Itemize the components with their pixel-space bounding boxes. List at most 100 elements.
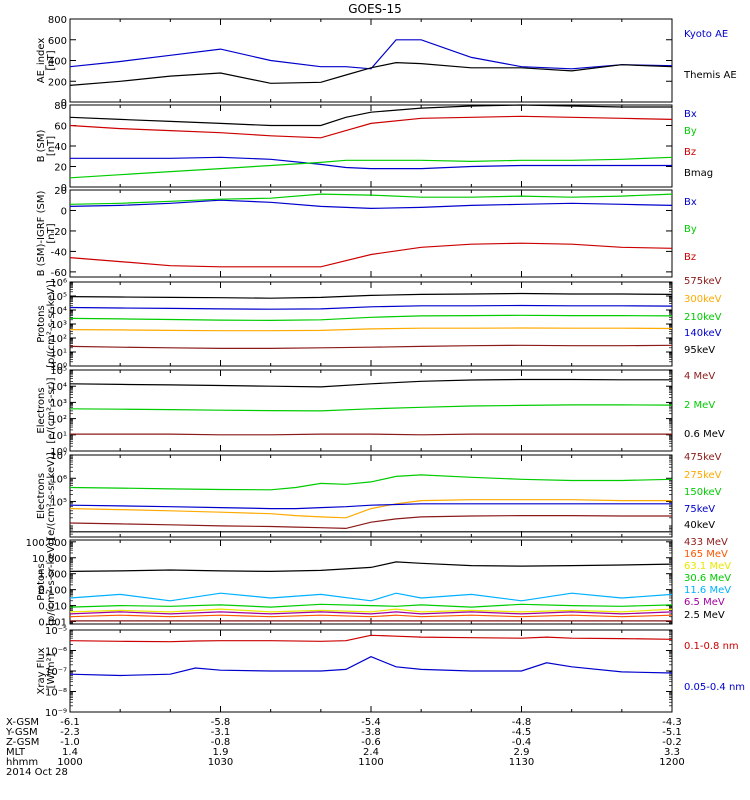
y-axis-label: [nT] bbox=[46, 50, 57, 70]
legend-entry: 0.1-0.8 nm bbox=[684, 641, 739, 652]
y-axis-label: B (SM) bbox=[36, 129, 47, 162]
y-tick-label: 20 bbox=[54, 186, 67, 197]
y-axis-label: Electrons bbox=[36, 387, 47, 433]
y-tick-label: 80 bbox=[54, 101, 67, 112]
series-line bbox=[69, 608, 673, 613]
y-axis-label: [e/(cm²-s-sr-keV)] bbox=[46, 452, 57, 540]
legend-entry: 150keV bbox=[684, 487, 722, 498]
series-line bbox=[69, 242, 673, 268]
y-tick-label: 10⁻⁸ bbox=[45, 688, 67, 699]
series-line bbox=[69, 292, 673, 299]
x-row-value: 1.4 bbox=[62, 747, 78, 758]
x-row-value: -3.8 bbox=[361, 727, 381, 738]
y-tick-label: 10² bbox=[50, 334, 67, 345]
series-line bbox=[69, 378, 672, 388]
legend-entry: 4 MeV bbox=[684, 371, 715, 382]
legend-entry: 275keV bbox=[684, 470, 722, 481]
y-axis-label: [p/(cm²-s-sr-keV)] bbox=[46, 538, 57, 626]
series-line bbox=[69, 115, 673, 139]
series-line bbox=[69, 474, 673, 491]
y-tick-label: 0.010 bbox=[38, 602, 67, 613]
series-line bbox=[69, 656, 673, 677]
x-row-value: -0.2 bbox=[662, 737, 682, 748]
series-line bbox=[69, 104, 672, 127]
legend-entry: Themis AE bbox=[683, 70, 737, 81]
legend-entry: Bz bbox=[684, 147, 696, 158]
y-tick-label: 10¹ bbox=[50, 348, 67, 359]
x-row-value: -3.1 bbox=[211, 727, 231, 738]
y-axis-label: [nT] bbox=[46, 223, 57, 243]
x-row-value: 1030 bbox=[208, 757, 233, 768]
series-line bbox=[69, 514, 672, 530]
y-tick-label: -60 bbox=[51, 268, 67, 279]
y-tick-label: 0 bbox=[61, 98, 67, 109]
series-line bbox=[69, 314, 673, 322]
panel-1: 0 200 400 600 800 AE_index [nT] Kyoto AE Themis … bbox=[36, 15, 737, 109]
y-tick-label: 10⁰ bbox=[50, 447, 67, 458]
x-row-value: -1.0 bbox=[60, 737, 80, 748]
x-row-value: 1000 bbox=[57, 757, 82, 768]
y-tick-label: 10⁻⁹ bbox=[45, 708, 67, 719]
y-tick-label: 10⁰ bbox=[50, 362, 67, 373]
y-tick-label: 0 bbox=[61, 183, 67, 194]
series-line bbox=[69, 561, 673, 573]
x-row-value: -5.4 bbox=[361, 717, 381, 728]
legend-entry: 6.5 MeV bbox=[684, 597, 725, 608]
legend-entry: 2 MeV bbox=[684, 400, 715, 411]
legend-entry: Kyoto AE bbox=[684, 29, 728, 40]
legend-entry: By bbox=[684, 224, 697, 235]
x-row-value: 2.9 bbox=[514, 747, 530, 758]
x-row-value: -4.3 bbox=[662, 717, 682, 728]
y-axis-label: Protons bbox=[36, 563, 47, 600]
y-tick-label: 10⁻⁷ bbox=[45, 667, 67, 678]
panel-frame bbox=[69, 369, 673, 452]
y-tick-label: 20 bbox=[54, 163, 67, 174]
x-row-label: MLT bbox=[6, 747, 26, 758]
y-tick-label: 10⁶ bbox=[50, 278, 67, 289]
legend-entry: 11.6 MeV bbox=[684, 585, 731, 596]
legend-entry: 475keV bbox=[684, 452, 722, 463]
x-row-label: X-GSM bbox=[6, 717, 39, 728]
y-tick-label: 10³ bbox=[50, 398, 67, 409]
y-tick-label: 10¹ bbox=[50, 431, 67, 442]
x-axis-table: X-GSM -6.1 -5.8 -5.4 -4.8 -4.3 Y-GSM -2.3 -3.1 -3… bbox=[5, 717, 685, 768]
legend-entry: 95keV bbox=[684, 345, 715, 356]
y-tick-label: 0.001 bbox=[38, 618, 67, 629]
y-tick-label: 10⁵ bbox=[50, 498, 67, 509]
legend-entry: 165 MeV bbox=[684, 549, 728, 560]
legend-entry: Bx bbox=[684, 197, 697, 208]
panel-frame bbox=[69, 629, 673, 713]
series-line bbox=[69, 39, 673, 70]
series-line bbox=[69, 404, 673, 412]
legend-entry: 575keV bbox=[684, 276, 722, 287]
y-tick-label: 10.000 bbox=[32, 554, 67, 565]
legend-entry: 40keV bbox=[684, 520, 715, 531]
legend-entry: 0.6 MeV bbox=[684, 429, 725, 440]
y-axis-label: B (SM)-IGRF (SM) bbox=[36, 191, 47, 277]
series-line bbox=[69, 344, 673, 349]
series-line bbox=[69, 592, 673, 602]
panel-4: 10⁰ 10¹ 10² 10³ 10⁴ 10⁵ 10⁶ Protons [p/(cm²-s-sr… bbox=[36, 276, 722, 373]
y-axis-label: [p/(cm²-s-sr-keV)] bbox=[46, 280, 57, 368]
series-line bbox=[69, 503, 672, 510]
y-tick-label: 1.000 bbox=[38, 570, 67, 581]
y-axis-label: [e/(cm²-s-sr)] bbox=[46, 377, 57, 443]
y-tick-label: 60 bbox=[54, 122, 67, 133]
y-axis-label: AE_index bbox=[36, 38, 47, 84]
y-tick-label: 10⁴ bbox=[50, 382, 67, 393]
x-row-label: Z-GSM bbox=[6, 737, 39, 748]
legend-entry: 63.1 MeV bbox=[684, 561, 731, 572]
y-tick-label: 10⁷ bbox=[50, 451, 67, 462]
y-tick-label: 10⁻⁶ bbox=[45, 647, 67, 658]
x-row-value: -2.3 bbox=[60, 727, 80, 738]
y-tick-label: 10⁴ bbox=[50, 306, 67, 317]
legend-entry: 75keV bbox=[684, 504, 715, 515]
y-tick-label: 0 bbox=[61, 206, 67, 217]
series-line bbox=[69, 614, 673, 618]
